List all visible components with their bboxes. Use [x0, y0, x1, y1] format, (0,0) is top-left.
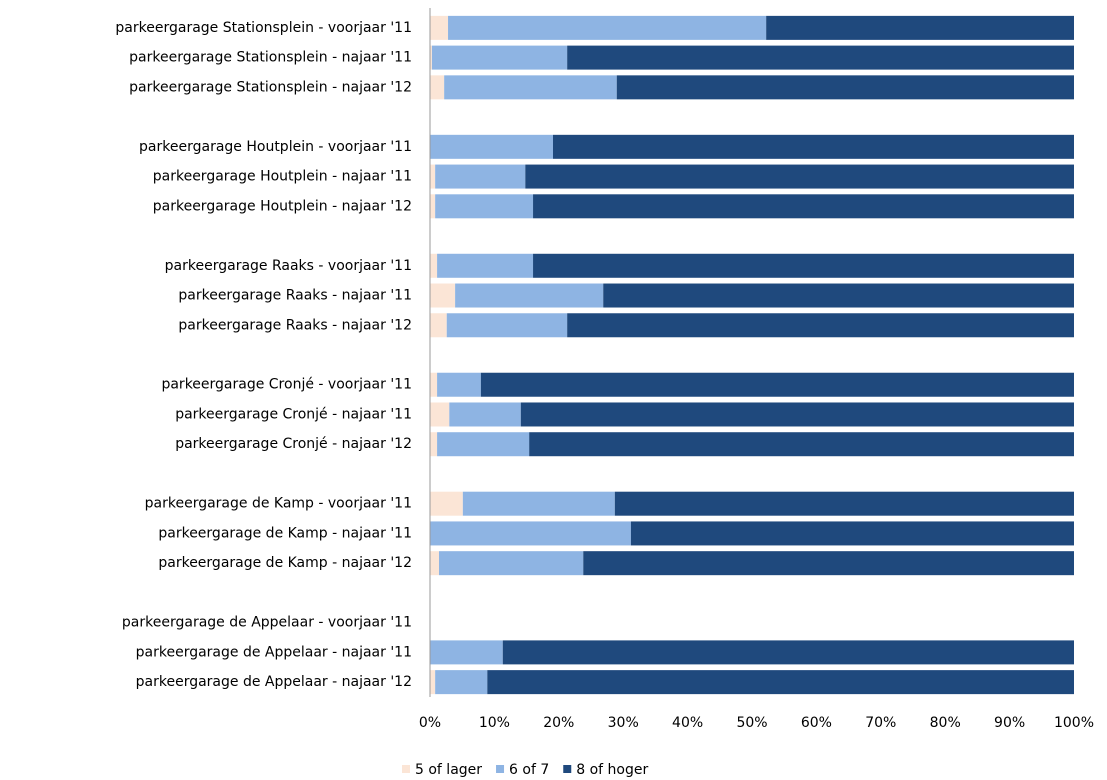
bar-segment: [533, 253, 1074, 278]
bar-segment: [603, 283, 1074, 308]
y-tick-label: parkeergarage Raaks - najaar '11: [178, 288, 412, 304]
bar-segment: [430, 521, 631, 546]
y-tick-label: parkeergarage Houtplein - najaar '11: [153, 169, 412, 185]
bar-segment: [567, 45, 1074, 70]
y-tick-label: parkeergarage Stationsplein - najaar '12: [129, 79, 412, 95]
y-tick-label: parkeergarage de Appelaar - najaar '12: [136, 674, 412, 690]
x-tick-label: 100%: [1054, 715, 1094, 731]
bar-segment: [430, 432, 438, 457]
bar-segment: [455, 283, 604, 308]
legend-label: 8 of hoger: [576, 762, 648, 778]
y-tick-label: parkeergarage Stationsplein - najaar '11: [129, 50, 412, 66]
x-tick-label: 70%: [865, 715, 896, 731]
y-tick-label: parkeergarage Stationsplein - voorjaar '…: [115, 20, 412, 36]
x-tick-label: 80%: [930, 715, 961, 731]
x-tick-label: 50%: [736, 715, 767, 731]
y-tick-label: parkeergarage de Appelaar - najaar '11: [136, 644, 412, 660]
bar-segment: [502, 640, 1075, 665]
bar-segment: [766, 15, 1074, 40]
bar-segment: [430, 491, 463, 516]
bar-segment: [480, 372, 1075, 397]
bar-segment: [616, 75, 1074, 100]
bar-segment: [430, 194, 436, 219]
y-tick-label: parkeergarage Cronjé - najaar '12: [175, 436, 412, 452]
x-tick-label: 40%: [672, 715, 703, 731]
x-tick-label: 0%: [419, 715, 441, 731]
bar-segment: [583, 551, 1074, 576]
bar-segment: [449, 402, 521, 427]
y-tick-label: parkeergarage Cronjé - najaar '11: [175, 406, 412, 422]
bar-segment: [533, 194, 1074, 219]
y-tick-label: parkeergarage de Appelaar - voorjaar '11: [122, 615, 412, 631]
bar-segment: [446, 313, 568, 338]
bar-segment: [437, 253, 534, 278]
bar-segment: [439, 551, 584, 576]
y-tick-label: parkeergarage de Kamp - najaar '11: [158, 525, 412, 541]
bar-segment: [430, 75, 445, 100]
bar-segment: [614, 491, 1074, 516]
legend-label: 6 of 7: [509, 762, 549, 778]
y-tick-label: parkeergarage Raaks - najaar '12: [178, 317, 412, 333]
legend-swatch: [563, 765, 572, 773]
legend-swatch: [402, 765, 410, 773]
bar-segment: [430, 372, 438, 397]
bar-segment: [430, 551, 440, 576]
bar-segment: [430, 164, 436, 189]
x-tick-label: 60%: [801, 715, 832, 731]
legend-label: 5 of lager: [415, 762, 482, 778]
bar-segment: [435, 670, 488, 695]
bar-segment: [430, 253, 438, 278]
legend-swatch: [496, 765, 505, 773]
bar-segment: [430, 670, 436, 695]
y-tick-label: parkeergarage Cronjé - voorjaar '11: [161, 377, 412, 393]
bar-segment: [525, 164, 1074, 189]
bar-segment: [430, 283, 456, 308]
bar-segment: [630, 521, 1074, 546]
bar-segment: [462, 491, 615, 516]
bar-segment: [430, 402, 450, 427]
y-tick-label: parkeergarage de Kamp - najaar '12: [158, 555, 412, 571]
bar-segment: [553, 134, 1074, 159]
bar-segment: [487, 670, 1074, 695]
y-tick-label: parkeergarage de Kamp - voorjaar '11: [145, 496, 412, 512]
bar-segment: [444, 75, 617, 100]
bar-segment: [431, 45, 568, 70]
bar-segment: [520, 402, 1074, 427]
x-tick-label: 30%: [608, 715, 639, 731]
bar-segment: [529, 432, 1074, 457]
bar-segment: [437, 372, 481, 397]
bar-segment: [437, 432, 530, 457]
bar-segment: [430, 313, 447, 338]
bar-segment: [567, 313, 1074, 338]
x-tick-label: 10%: [479, 715, 510, 731]
bar-segment: [435, 164, 526, 189]
bar-segment: [430, 45, 432, 70]
y-tick-label: parkeergarage Raaks - voorjaar '11: [165, 258, 412, 274]
bar-segment: [430, 134, 554, 159]
bar-segment: [430, 15, 449, 40]
y-tick-label: parkeergarage Houtplein - najaar '12: [153, 198, 412, 214]
bar-segment: [430, 640, 503, 665]
y-tick-label: parkeergarage Houtplein - voorjaar '11: [139, 139, 412, 155]
x-tick-label: 20%: [543, 715, 574, 731]
x-tick-label: 90%: [994, 715, 1025, 731]
bar-segment: [435, 194, 534, 219]
bar-segment: [448, 15, 767, 40]
